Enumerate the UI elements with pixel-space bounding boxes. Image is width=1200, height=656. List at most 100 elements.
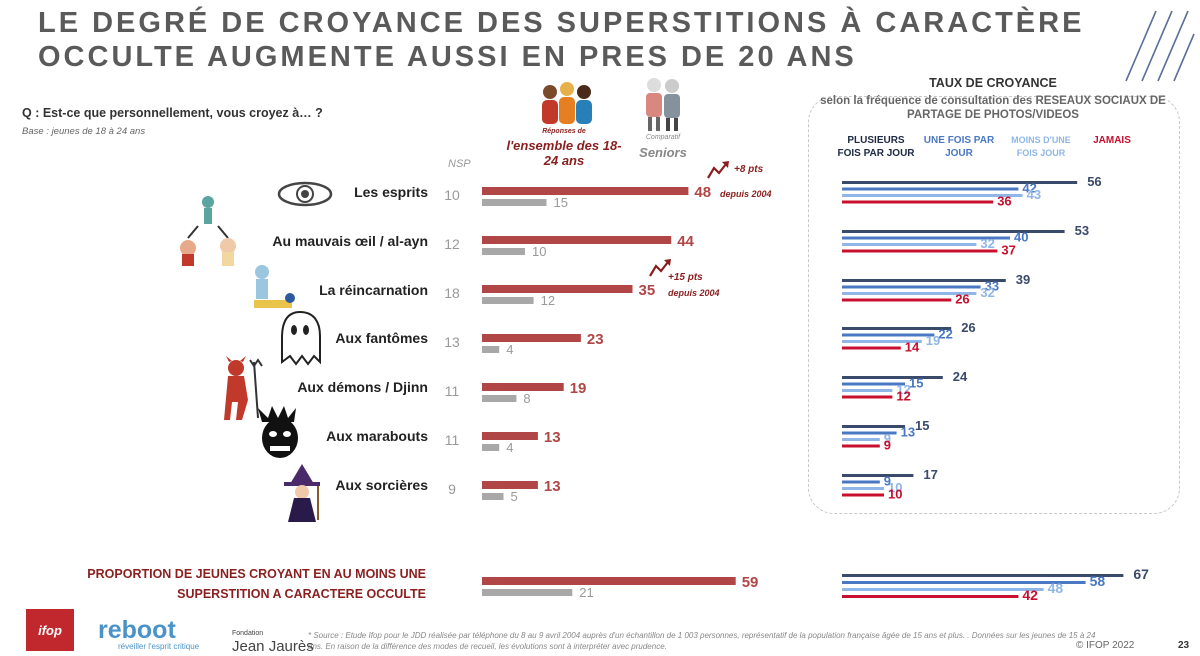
jean-jaures-logo: Jean Jaurès bbox=[232, 638, 314, 655]
reboot-logo: reboot bbox=[98, 616, 176, 644]
question-text: Q : Est-ce que personnellement, vous cro… bbox=[22, 106, 323, 120]
row-label-mauvais-oeil: Au mauvais œil / al-ayn bbox=[272, 233, 428, 249]
evolution-reincarnation: +15 pts bbox=[668, 272, 703, 283]
decorative-stripes bbox=[1125, 10, 1195, 82]
compare-big-label: Seniors bbox=[639, 145, 687, 160]
data-label-moins: 43 bbox=[1027, 187, 1041, 202]
legend-moins: MOINS D'UNE FOIS JOUR bbox=[1011, 135, 1071, 158]
legend-plusieurs: PLUSIEURS FOIS PAR JOUR bbox=[837, 135, 915, 159]
data-label-une-fois: 58 bbox=[1090, 573, 1106, 589]
data-label-moins: 10 bbox=[888, 480, 902, 495]
bar-plusieurs bbox=[842, 474, 914, 477]
bar-une-fois bbox=[842, 187, 1019, 191]
data-label-une-fois: 42 bbox=[1022, 181, 1036, 196]
bar-young bbox=[482, 432, 538, 440]
data-label-plusieurs: 24 bbox=[953, 369, 968, 384]
data-label-summary-young: 59 bbox=[742, 574, 759, 591]
bar-plusieurs bbox=[842, 230, 1065, 233]
bar-jamais bbox=[842, 395, 893, 399]
right-panel-subtitle: selon la fréquence de consultation des R… bbox=[820, 95, 1166, 121]
bar-plusieurs bbox=[842, 327, 952, 330]
bar-senior bbox=[482, 346, 500, 353]
bar-moins bbox=[842, 588, 1044, 591]
title-line-2: OCCULTE AUGMENTE AUSSI EN PRES DE 20 ANS bbox=[38, 41, 857, 73]
trend-up-icon bbox=[649, 259, 671, 277]
bar-jamais bbox=[842, 298, 952, 302]
bar-plusieurs bbox=[842, 425, 905, 428]
bar-senior bbox=[482, 493, 504, 500]
compare-small-label: Comparatif bbox=[645, 134, 681, 141]
data-label-jamais: 26 bbox=[955, 292, 969, 307]
data-label-plusieurs: 26 bbox=[961, 320, 975, 335]
ghost-icon bbox=[281, 310, 321, 366]
data-label-plusieurs: 56 bbox=[1087, 174, 1101, 189]
bar-young bbox=[482, 383, 564, 391]
bar-une-fois bbox=[842, 480, 880, 484]
reincarnation-icon bbox=[254, 265, 295, 308]
data-label-senior: 4 bbox=[506, 342, 513, 357]
bar-jamais bbox=[842, 493, 884, 497]
summary-label: PROPORTION DE JEUNES CROYANT EN AU MOINS… bbox=[87, 567, 426, 601]
bar-young bbox=[482, 236, 672, 244]
bar-moins bbox=[842, 438, 880, 441]
nsp-value: 11 bbox=[444, 383, 460, 399]
fondation-label: Fondation bbox=[232, 630, 264, 637]
nsp-value: 11 bbox=[444, 432, 460, 448]
evil-eye-icon bbox=[180, 196, 236, 266]
bar-une-fois bbox=[842, 236, 1010, 240]
data-label-young: 23 bbox=[587, 331, 604, 348]
data-label-jamais: 42 bbox=[1022, 587, 1038, 603]
data-label-moins: 32 bbox=[980, 236, 994, 251]
data-label-jamais: 36 bbox=[997, 194, 1011, 209]
row-label-reincarnation: La réincarnation bbox=[319, 282, 428, 298]
evolution-since: depuis 2004 bbox=[720, 189, 772, 199]
bar-moins bbox=[842, 292, 977, 295]
base-text: Base : jeunes de 18 à 24 ans bbox=[22, 126, 146, 137]
nsp-value: 10 bbox=[444, 187, 460, 203]
responses-small-label: Réponses de bbox=[542, 128, 586, 135]
evolution-esprits: +8 pts bbox=[734, 164, 763, 175]
data-label-une-fois: 13 bbox=[901, 425, 915, 440]
marabout-mask-icon bbox=[258, 406, 298, 458]
bar-jamais bbox=[842, 444, 880, 448]
bar-summary-young bbox=[482, 577, 736, 585]
eye-icon bbox=[277, 181, 333, 207]
bar-plusieurs bbox=[842, 376, 943, 379]
bar-une-fois bbox=[842, 285, 981, 289]
row-label-fantomes: Aux fantômes bbox=[335, 330, 428, 346]
row-label-marabouts: Aux marabouts bbox=[326, 428, 428, 444]
data-label-senior: 10 bbox=[532, 244, 546, 259]
evolution-value: +8 pts bbox=[734, 164, 764, 175]
data-label-young: 44 bbox=[677, 233, 694, 250]
bar-young bbox=[482, 285, 633, 293]
devil-icon bbox=[224, 356, 263, 420]
bar-plusieurs bbox=[842, 574, 1124, 577]
youth-group-icon bbox=[542, 82, 592, 124]
nsp-value: 9 bbox=[448, 481, 456, 497]
data-label-young: 13 bbox=[544, 478, 561, 495]
data-label-une-fois: 9 bbox=[884, 474, 891, 489]
title-line-1: LE DEGRÉ DE CROYANCE DES SUPERSTITIONS À… bbox=[38, 7, 1085, 39]
data-label-une-fois: 22 bbox=[938, 327, 952, 342]
data-label-moins: 32 bbox=[980, 285, 994, 300]
data-label-une-fois: 33 bbox=[985, 279, 999, 294]
bar-moins bbox=[842, 243, 977, 246]
bar-senior bbox=[482, 444, 500, 451]
ifop-logo: ifop bbox=[26, 609, 74, 651]
bar-jamais bbox=[842, 595, 1019, 598]
bar-une-fois bbox=[842, 333, 935, 337]
data-label-young: 19 bbox=[570, 380, 587, 397]
nsp-header: NSP bbox=[448, 158, 471, 170]
evolution-since: depuis 2004 bbox=[668, 288, 720, 298]
bar-summary-senior bbox=[482, 589, 573, 596]
data-label-jamais: 37 bbox=[1001, 243, 1015, 258]
data-label-senior: 5 bbox=[511, 489, 518, 504]
data-label-moins: 9 bbox=[884, 431, 891, 446]
bar-moins bbox=[842, 487, 884, 490]
legend-une-fois: UNE FOIS PAR JOUR bbox=[923, 135, 995, 159]
data-label-plusieurs: 17 bbox=[923, 467, 937, 482]
bar-plusieurs bbox=[842, 181, 1078, 184]
data-label-plusieurs: 39 bbox=[1016, 272, 1030, 287]
data-label-moins: 12 bbox=[896, 382, 910, 397]
